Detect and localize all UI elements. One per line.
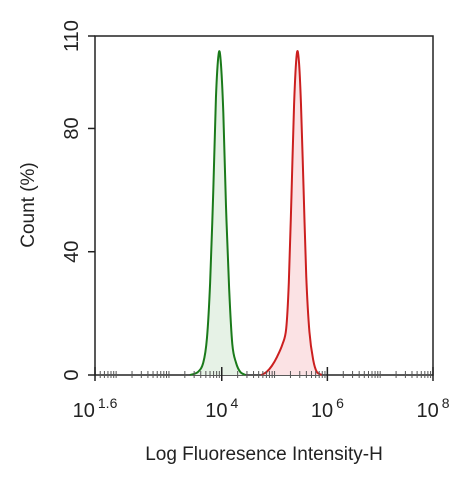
series-0-line <box>189 50 247 376</box>
x-tick-label: 10 4 <box>205 395 238 422</box>
y-axis-ticks: 0 40 80 110 <box>61 20 95 381</box>
x-tick-label: 10 1.6 <box>73 395 118 422</box>
series-0-fill <box>190 51 246 375</box>
y-tick-label: 40 <box>61 241 83 263</box>
y-tick-label: 0 <box>61 369 83 380</box>
x-minor-ticks <box>94 371 432 378</box>
y-tick-label: 110 <box>61 20 83 52</box>
x-axis-label: Log Fluoresence Intensity-H <box>145 444 383 465</box>
series-layer <box>189 50 323 376</box>
x-tick-label: 10 6 <box>311 395 344 422</box>
plot-frame <box>94 35 434 376</box>
y-axis-label: Count (%) <box>18 162 39 248</box>
x-tick-label: 10 8 <box>416 395 449 422</box>
x-axis-ticks: 10 1.6 10 4 10 6 10 8 <box>73 367 450 422</box>
y-tick-label: 80 <box>61 117 83 139</box>
series-1-line <box>260 50 323 376</box>
